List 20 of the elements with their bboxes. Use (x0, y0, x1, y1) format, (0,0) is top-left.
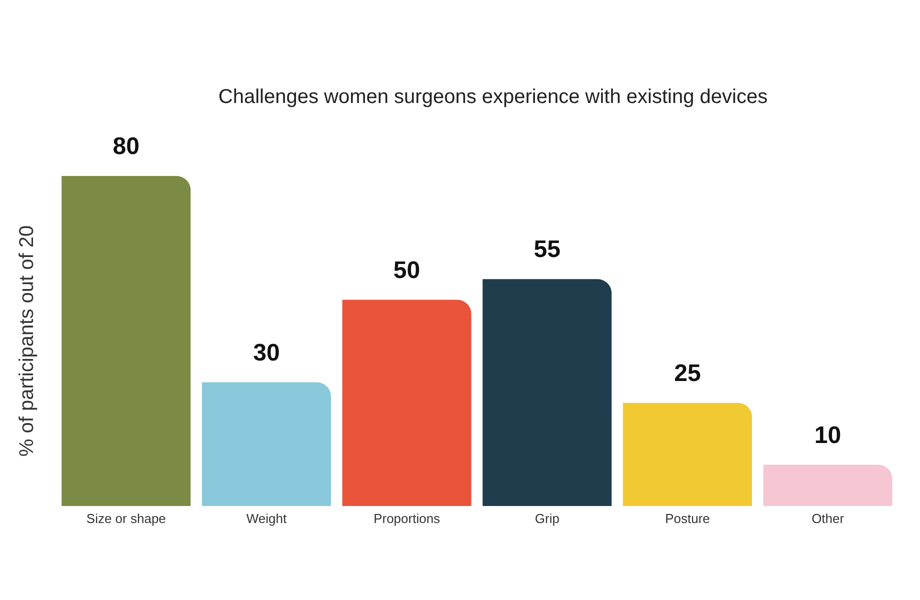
bar (482, 279, 612, 506)
data-label: 10 (814, 422, 842, 449)
data-label: 30 (253, 339, 280, 366)
data-label: 25 (674, 360, 701, 387)
bar (763, 464, 892, 506)
chart-title: Challenges women surgeons experience with existing devices (217, 85, 769, 110)
x-tick-label: Proportions (374, 511, 441, 526)
bar (622, 402, 752, 506)
y-axis-title: % of participants out of 20 (16, 225, 38, 457)
bar (342, 300, 472, 506)
x-tick-label: Posture (665, 511, 710, 526)
x-tick-label: Grip (534, 511, 560, 526)
data-label: 50 (393, 256, 420, 284)
bar (202, 382, 331, 506)
data-label: 80 (112, 133, 140, 160)
data-label: 55 (534, 236, 560, 264)
bar (62, 176, 191, 506)
x-tick-label: Weight (246, 511, 287, 526)
x-tick-label: Other (812, 511, 845, 526)
x-tick-label: Size or shape (86, 511, 166, 526)
